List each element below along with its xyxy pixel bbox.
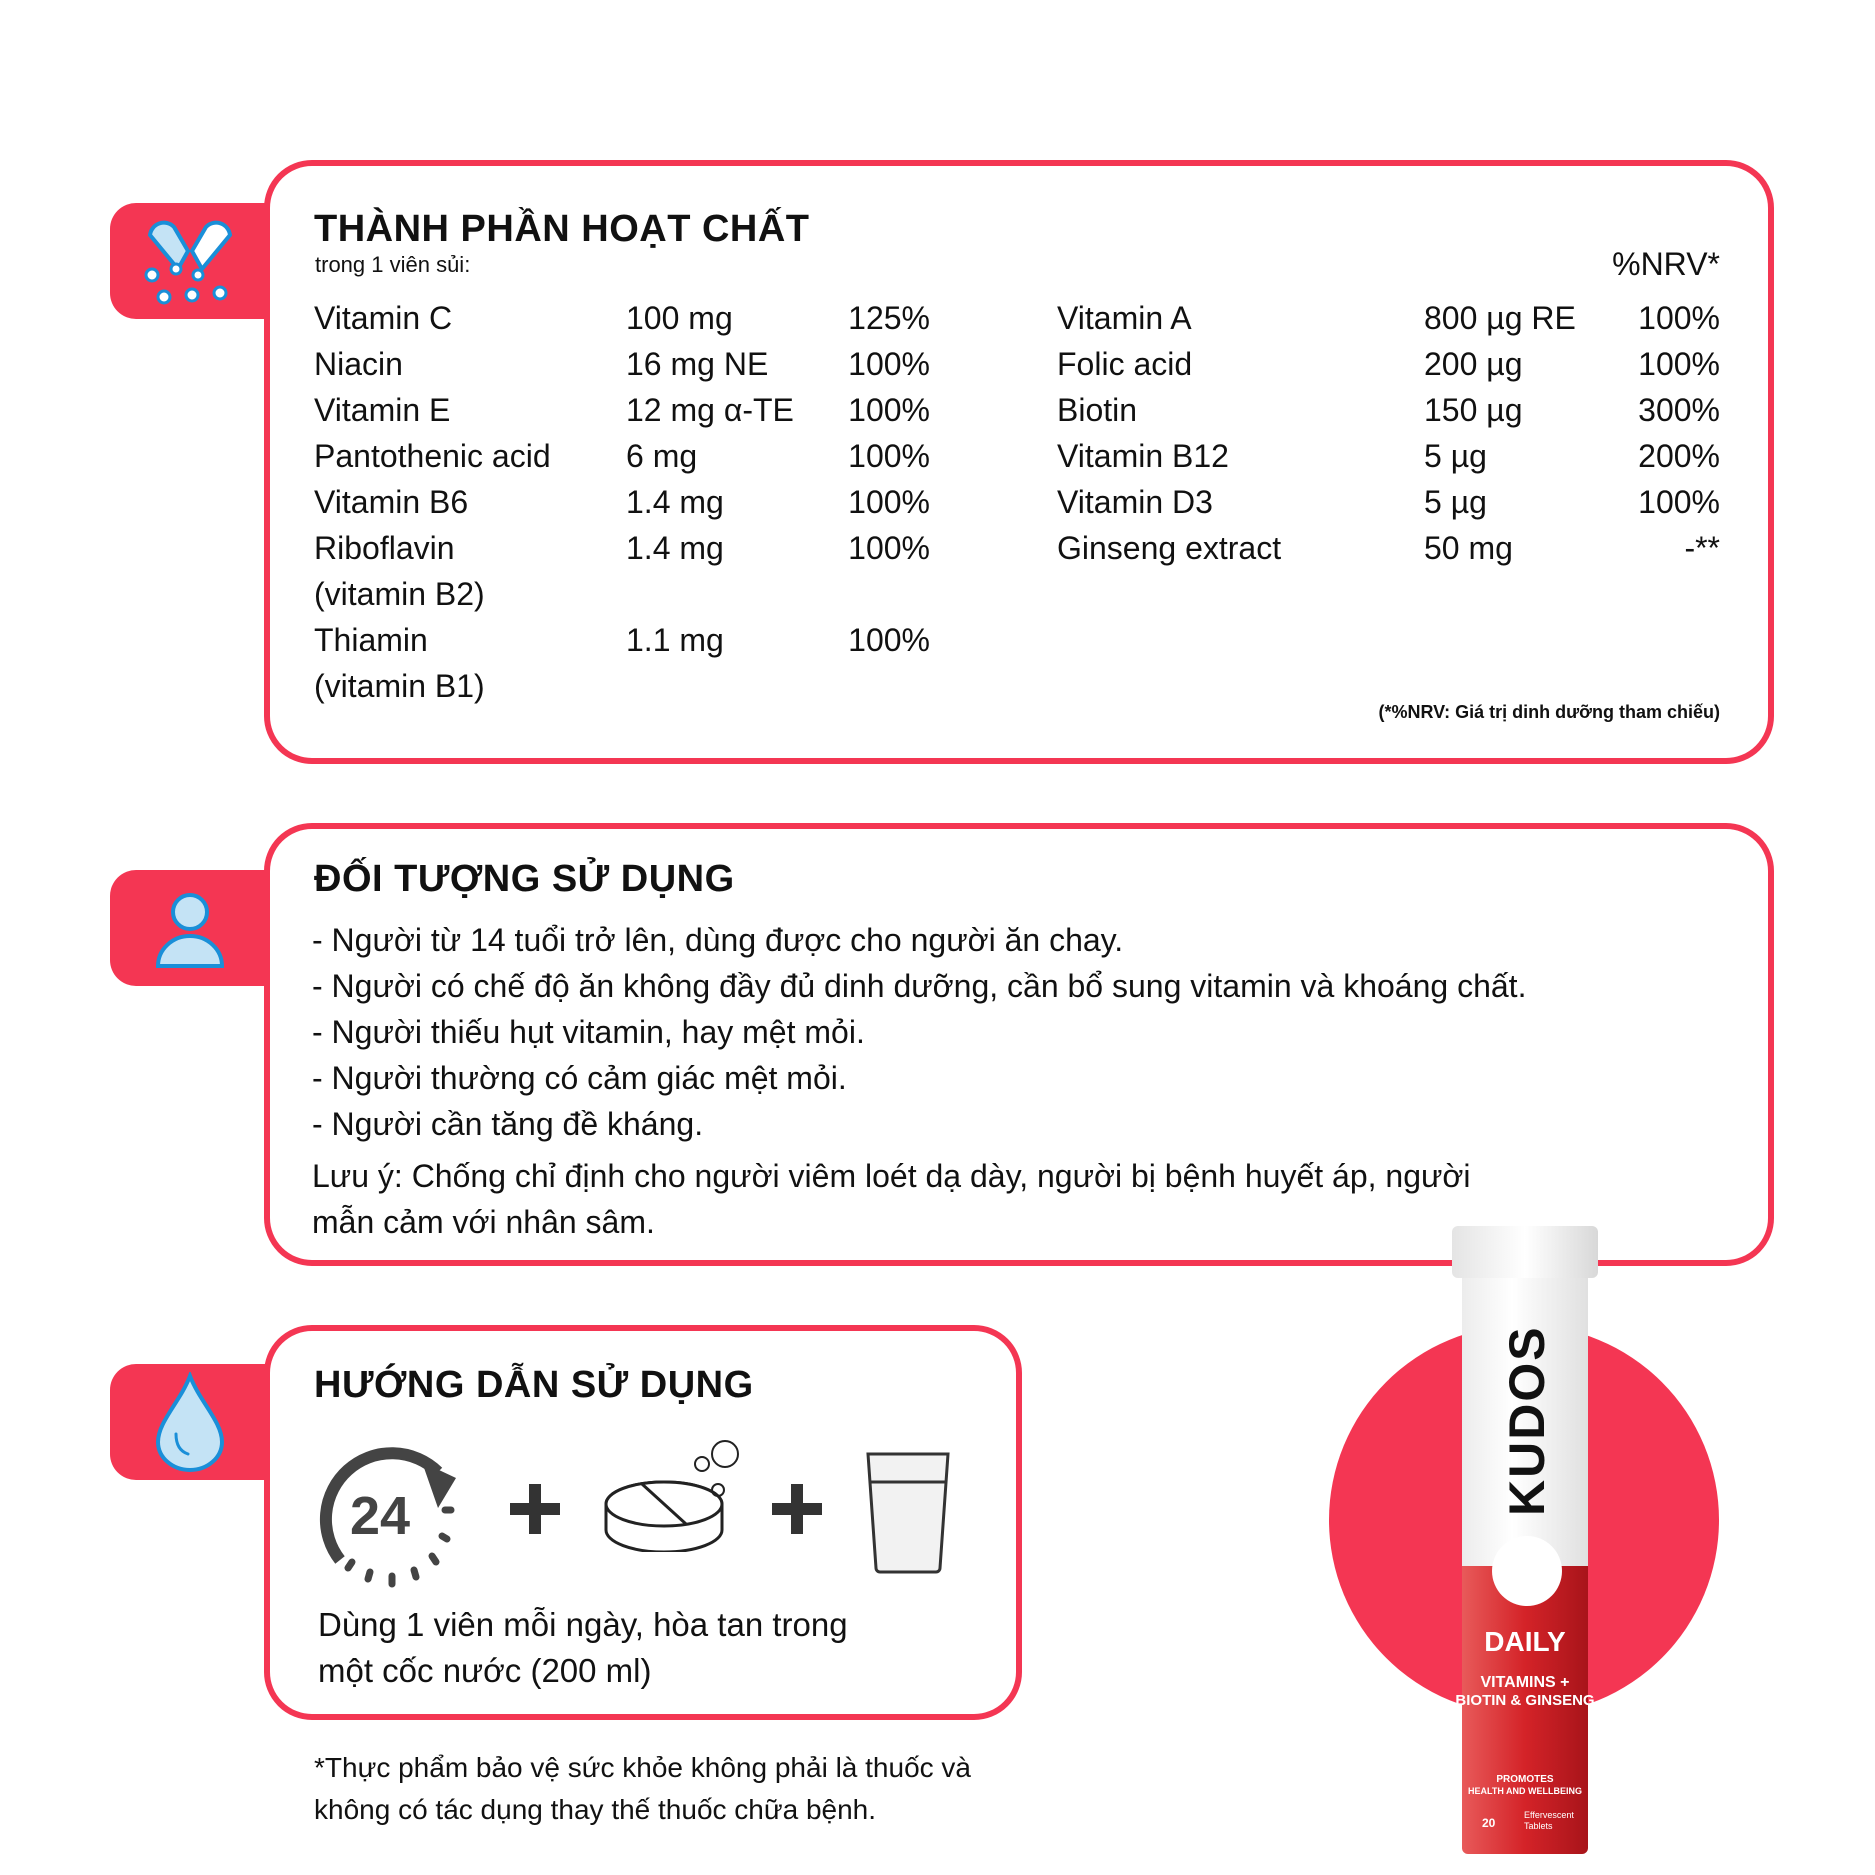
ingredient-amount: 1.4 mg: [626, 530, 724, 566]
product-count: 20: [1482, 1816, 1496, 1830]
disclaimer: *Thực phẩm bảo vệ sức khỏe không phải là…: [314, 1752, 971, 1783]
ingredient-nrv: 100%: [1638, 346, 1720, 382]
target-line: - Người có chế độ ăn không đầy đủ dinh d…: [312, 968, 1527, 1004]
ingredient-name-detail: (vitamin B2): [314, 576, 485, 612]
effervescent-tablet-icon: [604, 1440, 739, 1552]
person-icon: [155, 893, 225, 968]
water-drop-icon: [155, 1372, 225, 1472]
ingredient-amount: 16 mg NE: [626, 346, 769, 382]
ingredient-nrv: 100%: [1638, 300, 1720, 336]
usage-tab: [110, 1364, 280, 1480]
disclaimer: không có tác dụng thay thế thuốc chữa bệ…: [314, 1794, 877, 1825]
ingredient-amount: 800 µg RE: [1424, 300, 1576, 336]
ingredient-amount: 100 mg: [626, 300, 733, 336]
target-panel: [264, 823, 1774, 1266]
ingredient-name: Folic acid: [1057, 346, 1193, 382]
plus-icon: [772, 1484, 822, 1534]
product-count-label: Tablets: [1524, 1821, 1553, 1831]
ingredient-nrv: 125%: [848, 300, 930, 336]
ingredient-name: Vitamin D3: [1057, 484, 1213, 520]
ingredient-amount: 1.4 mg: [626, 484, 724, 520]
ingredients-subtitle: trong 1 viên sủi:: [315, 252, 471, 277]
product-name: DAILY: [1484, 1626, 1566, 1657]
ingredient-nrv: 100%: [848, 392, 930, 428]
target-tab: [110, 870, 280, 986]
product-count-label: Effervescent: [1524, 1810, 1574, 1820]
nrv-footnote: (*%NRV: Giá trị dinh dưỡng tham chiếu): [1378, 702, 1720, 722]
ingredient-amount: 6 mg: [626, 438, 698, 474]
product-subtitle: BIOTIN & GINSENG: [1455, 1692, 1595, 1709]
capsules-icon: [144, 220, 233, 305]
ingredient-nrv: -**: [1684, 530, 1720, 566]
ingredient-name: Vitamin B6: [314, 484, 469, 520]
ingredient-amount: 5 µg: [1424, 484, 1487, 520]
product-subtitle: VITAMINS +: [1480, 1674, 1570, 1691]
tube-red-band: [1462, 1566, 1588, 1854]
ingredient-name: Vitamin E: [314, 392, 451, 428]
plus-icon: [510, 1484, 560, 1534]
tube-cap: [1452, 1226, 1598, 1278]
target-line: - Người thường có cảm giác mệt mỏi.: [312, 1060, 847, 1096]
ingredient-nrv: 200%: [1638, 438, 1720, 474]
ingredient-amount: 50 mg: [1424, 530, 1513, 566]
nrv-header: %NRV*: [1612, 246, 1720, 282]
ingredient-name: Pantothenic acid: [314, 438, 551, 474]
target-line: - Người thiếu hụt vitamin, hay mệt mỏi.: [312, 1014, 865, 1050]
ingredient-name: Vitamin C: [314, 300, 453, 336]
ingredient-amount: 200 µg: [1424, 346, 1523, 382]
ingredient-name: Vitamin B12: [1057, 438, 1229, 474]
ingredient-name: Vitamin A: [1057, 300, 1192, 336]
ingredient-name: Niacin: [314, 346, 403, 382]
ingredient-nrv: 300%: [1638, 392, 1720, 428]
ingredient-name: Riboflavin: [314, 530, 455, 566]
ingredient-amount: 5 µg: [1424, 438, 1487, 474]
water-glass-icon: [866, 1452, 950, 1574]
usage-title: HƯỚNG DẪN SỬ DỤNG: [314, 1364, 754, 1406]
ingredient-amount: 150 µg: [1424, 392, 1523, 428]
target-line: - Người từ 14 tuổi trở lên, dùng được ch…: [312, 922, 1124, 958]
usage-text: một cốc nước (200 ml): [318, 1652, 652, 1689]
usage-text: Dùng 1 viên mỗi ngày, hòa tan trong: [318, 1606, 848, 1643]
product-promo: PROMOTES: [1496, 1774, 1554, 1785]
product-tube: KUDOS DAILY VITAMINS + BIOTIN & GINSENG …: [1452, 1226, 1598, 1854]
ingredient-nrv: 100%: [848, 484, 930, 520]
ingredients-title: THÀNH PHẦN HOẠT CHẤT: [314, 208, 810, 250]
brand-logo: KUDOS: [1499, 1325, 1555, 1516]
ingredient-nrv: 100%: [848, 438, 930, 474]
ingredients-panel: [264, 160, 1774, 764]
product-promo: HEALTH AND WELLBEING: [1468, 1786, 1582, 1796]
target-line: - Người cần tăng đề kháng.: [312, 1106, 704, 1142]
ingredient-amount: 1.1 mg: [626, 622, 724, 658]
ingredient-nrv: 100%: [848, 530, 930, 566]
target-note: mẫn cảm với nhân sâm.: [312, 1204, 655, 1240]
ingredient-nrv: 100%: [1638, 484, 1720, 520]
ingredient-amount: 12 mg α-TE: [626, 392, 794, 428]
ingredients-tab: [110, 203, 280, 319]
ingredient-nrv: 100%: [848, 622, 930, 658]
ingredient-name: Biotin: [1057, 392, 1138, 428]
target-title: ĐỐI TƯỢNG SỬ DỤNG: [314, 858, 735, 900]
ingredient-name-detail: (vitamin B1): [314, 668, 485, 704]
ingredient-name: Thiamin: [314, 622, 428, 658]
ingredient-nrv: 100%: [848, 346, 930, 382]
ingredient-name: Ginseng extract: [1057, 530, 1282, 566]
clock-label: 24: [350, 1486, 410, 1546]
target-note: Lưu ý: Chống chỉ định cho người viêm loé…: [312, 1158, 1471, 1194]
24-hour-clock-icon: 24: [319, 1447, 456, 1588]
